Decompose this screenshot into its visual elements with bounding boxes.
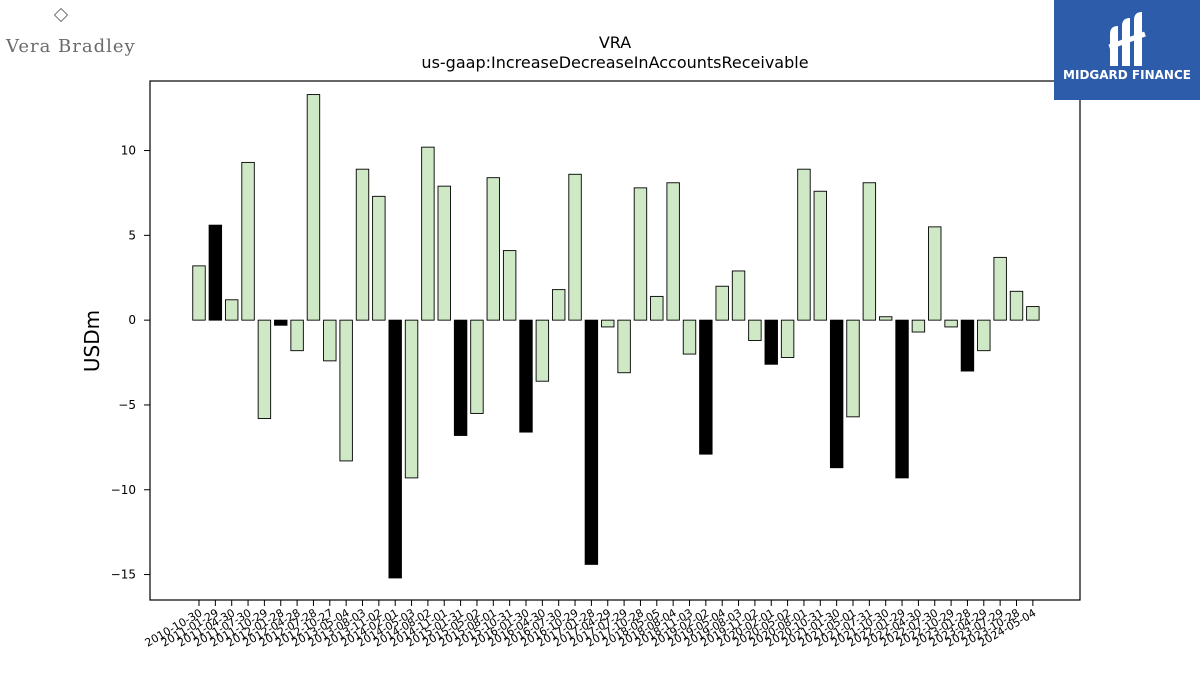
vb-monogram-icon (54, 8, 68, 22)
midgard-finance-logo: MIDGARD FINANCE (1054, 0, 1200, 100)
bar-2024-05-04 (1026, 306, 1040, 321)
bar-2022-10-29 (944, 319, 958, 328)
y-tick-label: 5 (128, 228, 136, 242)
bar-2011-01-29 (208, 224, 223, 321)
y-tick-label: 0 (128, 313, 136, 327)
bar-2016-10-29 (568, 173, 582, 321)
bar-2019-11-02 (748, 319, 762, 341)
bar-2011-04-30 (224, 299, 239, 321)
bar-2020-02-01 (764, 319, 778, 365)
bar-2020-10-31 (813, 190, 827, 321)
bar-2015-08-01 (486, 177, 500, 321)
bar-2017-10-28 (633, 187, 648, 321)
bar-2022-07-30 (928, 226, 942, 321)
y-tick-label: 10 (121, 144, 136, 158)
bar-2022-04-30 (911, 319, 926, 333)
bar-2014-05-03 (404, 319, 419, 479)
y-axis-label: USDm (80, 310, 104, 372)
bar-2013-11-02 (372, 195, 386, 321)
bar-2010-10-30 (192, 265, 206, 321)
bar-2011-10-29 (257, 319, 272, 419)
bar-2021-05-01 (846, 319, 860, 418)
plot-frame (149, 80, 1081, 601)
bar-2011-07-30 (241, 161, 255, 321)
bar-2014-08-02 (421, 146, 435, 321)
midgard-mark-icon (1108, 12, 1146, 66)
y-tick-label: −5 (118, 398, 136, 412)
bar-2012-04-28 (290, 319, 304, 352)
bar-2016-01-30 (519, 319, 533, 433)
bar-2022-01-29 (895, 319, 909, 479)
bar-2017-04-29 (601, 319, 615, 328)
bar-2017-01-28 (584, 319, 599, 565)
bar-2018-11-03 (682, 319, 697, 355)
chart-subtitle: us-gaap:IncreaseDecreaseInAccountsReceiv… (421, 53, 808, 72)
bar-2013-08-03 (355, 168, 370, 321)
bar-2012-07-28 (306, 94, 321, 321)
bar-2016-07-30 (552, 289, 566, 321)
y-tick-label: −10 (111, 483, 136, 497)
bar-2021-01-30 (829, 319, 844, 469)
vera-bradley-logo: Vera Bradley (0, 0, 135, 64)
bar-2017-07-29 (617, 319, 631, 374)
bar-2021-10-30 (879, 316, 893, 321)
bar-2019-08-03 (731, 270, 746, 321)
bar-2020-08-01 (797, 168, 811, 321)
bar-2020-05-02 (780, 319, 795, 358)
bar-2021-07-31 (862, 182, 877, 321)
bar-2013-05-04 (339, 319, 353, 462)
bar-2015-01-31 (453, 319, 468, 436)
bar-2019-02-02 (699, 319, 713, 455)
y-axis: −15 −10 −5 0 5 10 (111, 144, 150, 582)
bar-2016-04-30 (535, 319, 550, 382)
bar-2018-05-05 (650, 295, 664, 321)
bar-2023-04-29 (977, 319, 991, 352)
x-axis: 2010-10-302011-01-292011-04-302011-07-30… (143, 600, 1038, 650)
y-tick-label: −15 (111, 568, 136, 582)
chart-title: VRA (599, 33, 631, 52)
bar-2012-01-28 (274, 319, 288, 326)
bar-2019-05-04 (715, 285, 729, 321)
bar-2014-02-01 (388, 319, 402, 579)
bar-2015-05-02 (470, 319, 484, 414)
bar-2015-10-31 (502, 250, 517, 321)
bar-2012-10-27 (323, 319, 337, 362)
bar-2023-10-28 (1009, 290, 1024, 321)
bar-2014-11-01 (437, 185, 451, 321)
bar-2023-07-29 (993, 256, 1007, 321)
bar-2018-08-04 (666, 182, 680, 321)
vera-bradley-wordmark: Vera Bradley (6, 36, 136, 57)
bars-layer (192, 94, 1040, 579)
midgard-finance-wordmark: MIDGARD FINANCE (1063, 68, 1191, 82)
bar-2023-01-28 (960, 319, 975, 372)
